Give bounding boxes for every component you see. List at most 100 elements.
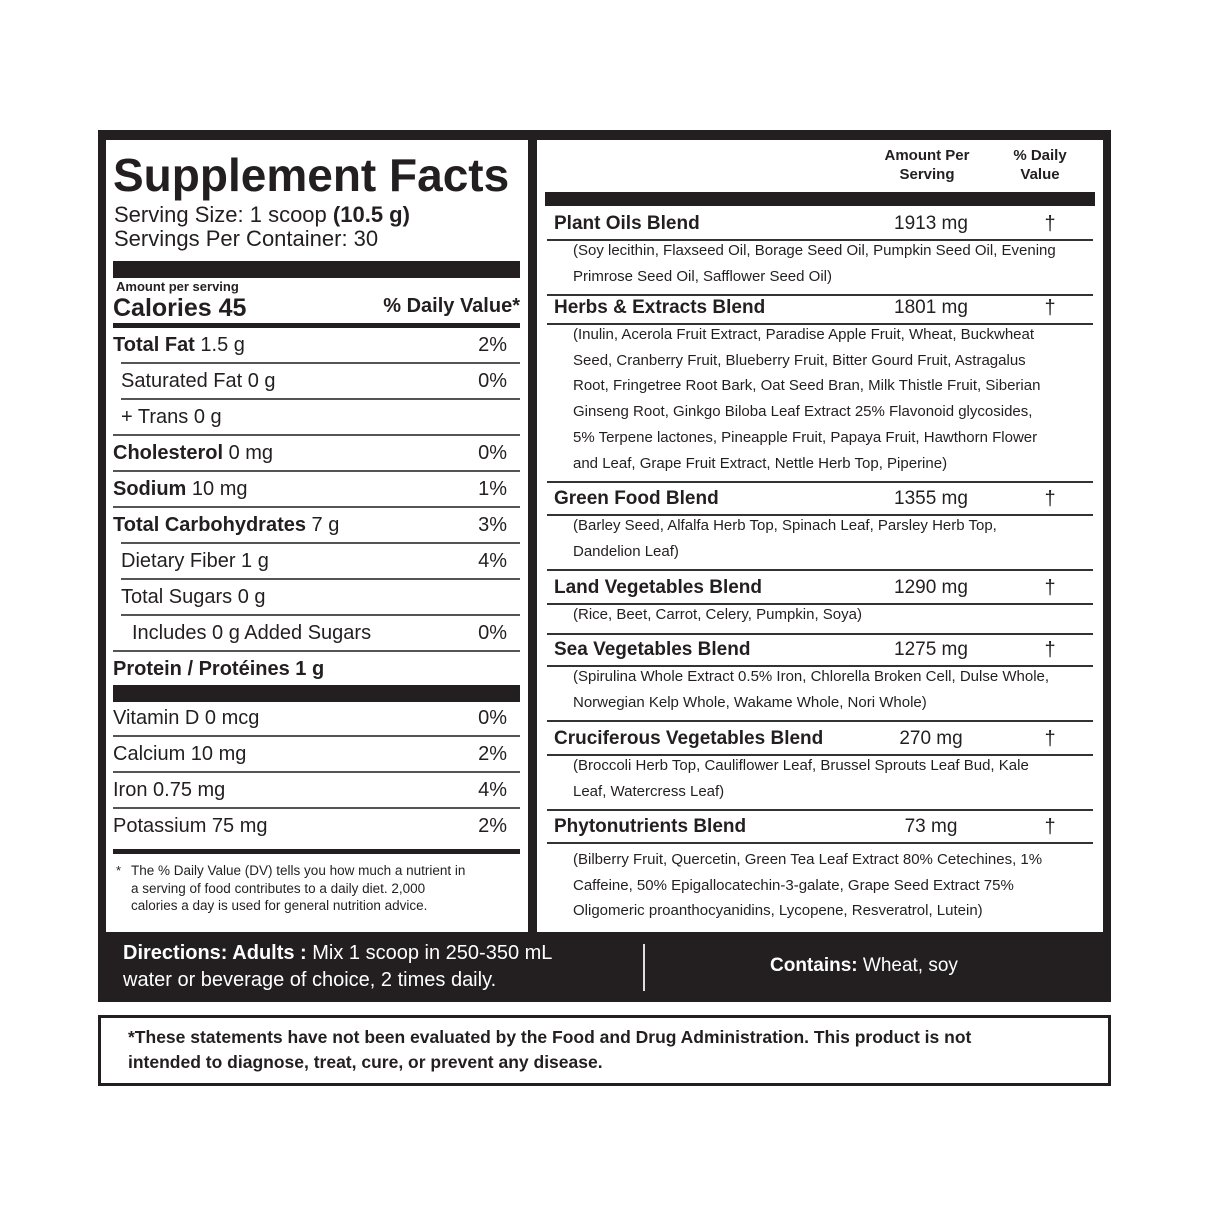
divider xyxy=(121,542,520,544)
blend-description-line: (Broccoli Herb Top, Cauliflower Leaf, Br… xyxy=(573,757,1029,774)
divider xyxy=(547,514,1093,516)
divider xyxy=(113,434,520,436)
blend-dv: † xyxy=(1044,816,1056,838)
divider xyxy=(113,849,520,854)
header-line: % Daily xyxy=(1013,147,1067,164)
blend-description-line: Oligomeric proanthocyanidins, Lycopene, … xyxy=(573,902,983,920)
contains-value: Wheat, soy xyxy=(857,955,958,976)
blend-name: Phytonutrients Blend xyxy=(554,816,747,837)
blend-name: Sea Vegetables Blend xyxy=(554,639,751,660)
divider xyxy=(547,754,1093,756)
divider xyxy=(547,633,1093,635)
nutrient-amount: 0 mg xyxy=(223,442,274,464)
nutrient-label: Cholesterol xyxy=(113,442,224,464)
nutrient-row: Saturated Fat 0 g 0% xyxy=(121,368,507,394)
blend-description-line: Ginseng Root, Ginkgo Biloba Leaf Extract… xyxy=(573,403,1033,421)
nutrient-row: Total Fat 1.5 g 2% xyxy=(113,332,507,358)
daily-value-header: % Daily Value* xyxy=(383,295,520,317)
divider xyxy=(121,362,520,364)
divider xyxy=(121,398,520,400)
nutrient-row: Dietary Fiber 1 g 4% xyxy=(121,548,507,574)
vitamin-label: Vitamin D 0 mcg xyxy=(113,707,260,729)
disclaimer-line: *These statements have not been evaluate… xyxy=(128,1027,972,1047)
blend-name: Plant Oils Blend xyxy=(554,213,700,234)
nutrient-row: + Trans 0 g xyxy=(121,404,507,430)
divider xyxy=(547,665,1093,667)
divider xyxy=(113,323,520,328)
footnote-asterisk: * xyxy=(116,863,122,878)
divider xyxy=(547,481,1093,483)
blend-amount: 1801 mg xyxy=(894,297,968,318)
blend-amount: 1355 mg xyxy=(894,488,968,509)
blend-description-line: Seed, Cranberry Fruit, Blueberry Fruit, … xyxy=(573,351,1026,369)
nutrient-dv: 4% xyxy=(478,550,507,572)
blend-description: (Soy lecithin, Flaxseed Oil, Borage Seed… xyxy=(573,238,1056,289)
blend-description: (Inulin, Acerola Fruit Extract, Paradise… xyxy=(573,322,1040,476)
blend-name: Green Food Blend xyxy=(554,488,719,509)
blend-name: Cruciferous Vegetables Blend xyxy=(554,728,824,749)
nutrient-amount: 1.5 g xyxy=(194,334,245,356)
directions-text: water or beverage of choice, 2 times dai… xyxy=(123,969,497,991)
amount-per-serving-header: Amount Per Serving xyxy=(867,146,987,184)
nutrient-label: Total Carbohydrates xyxy=(113,514,306,536)
divider xyxy=(547,720,1093,722)
vitamin-row: Vitamin D 0 mcg 0% xyxy=(113,705,507,731)
divider-thick xyxy=(545,192,1095,206)
nutrient-label: Dietary Fiber 1 g xyxy=(121,550,269,572)
nutrient-row: Sodium 10 mg 1% xyxy=(113,476,507,502)
blend-description-line: Norwegian Kelp Whole, Wakame Whole, Nori… xyxy=(573,693,927,711)
blend-name: Herbs & Extracts Blend xyxy=(554,297,766,318)
blend-description-line: (Spirulina Whole Extract 0.5% Iron, Chlo… xyxy=(573,668,1050,685)
blend-amount: 270 mg xyxy=(899,728,963,749)
blend-description-line: (Inulin, Acerola Fruit Extract, Paradise… xyxy=(573,326,1035,343)
nutrient-label: Total Fat xyxy=(113,334,195,356)
vitamin-dv: 0% xyxy=(478,707,507,729)
nutrient-row: Protein / Protéines 1 g xyxy=(113,656,507,682)
divider xyxy=(547,842,1093,844)
vitamin-dv: 2% xyxy=(478,815,507,837)
nutrient-dv: 0% xyxy=(478,622,507,644)
blend-amount: 1275 mg xyxy=(894,639,968,660)
contains-label: Contains: xyxy=(770,955,858,976)
blends-panel xyxy=(537,140,1103,932)
blend-description-line: Dandelion Leaf) xyxy=(573,542,679,560)
blend-description-line: (Bilberry Fruit, Quercetin, Green Tea Le… xyxy=(573,851,1043,868)
divider-thick xyxy=(113,261,520,278)
directions-text: Mix 1 scoop in 250-350 mL xyxy=(306,942,553,964)
vitamin-label: Iron 0.75 mg xyxy=(113,779,226,801)
nutrient-row: Total Sugars 0 g xyxy=(121,584,507,610)
divider xyxy=(113,506,520,508)
blend-amount: 73 mg xyxy=(904,816,958,837)
vitamin-dv: 2% xyxy=(478,743,507,765)
blend-description: (Rice, Beet, Carrot, Celery, Pumpkin, So… xyxy=(573,602,862,628)
nutrient-row: Includes 0 g Added Sugars 0% xyxy=(132,620,507,646)
nutrient-row: Cholesterol 0 mg 0% xyxy=(113,440,507,466)
contains: Contains: Wheat, soy xyxy=(770,954,958,978)
blend-description: (Broccoli Herb Top, Cauliflower Leaf, Br… xyxy=(573,753,1029,804)
divider xyxy=(113,470,520,472)
blend-description-line: (Soy lecithin, Flaxseed Oil, Borage Seed… xyxy=(573,242,1056,259)
nutrient-dv: 2% xyxy=(478,334,507,356)
blend-description-line: (Rice, Beet, Carrot, Celery, Pumpkin, So… xyxy=(573,606,862,623)
blend-description-line: 5% Terpene lactones, Pineapple Fruit, Pa… xyxy=(573,428,1038,446)
disclaimer-box xyxy=(98,1015,1111,1086)
header-line: Serving xyxy=(899,166,955,183)
blend-dv: † xyxy=(1044,639,1056,661)
blend-description-line: Caffeine, 50% Epigallocatechin-3-galate,… xyxy=(573,876,1014,894)
vitamin-label: Calcium 10 mg xyxy=(113,743,247,765)
nutrient-label: Includes 0 g Added Sugars xyxy=(132,622,372,644)
blend-description-line: Primrose Seed Oil, Safflower Seed Oil) xyxy=(573,267,832,285)
divider xyxy=(113,807,520,809)
divider xyxy=(547,809,1093,811)
nutrient-amount: 7 g xyxy=(306,514,340,536)
nutrient-label: Saturated Fat 0 g xyxy=(121,370,276,392)
divider xyxy=(113,735,520,737)
amount-per-serving: Amount per serving xyxy=(116,279,239,294)
servings-per-container: Servings Per Container: 30 xyxy=(114,226,379,251)
serving-size-label: Serving Size: 1 scoop xyxy=(114,202,333,227)
vitamin-dv: 4% xyxy=(478,779,507,801)
nutrient-row: Total Carbohydrates 7 g 3% xyxy=(113,512,507,538)
footnote-line: The % Daily Value (DV) tells you how muc… xyxy=(131,863,466,878)
divider xyxy=(121,578,520,580)
blend-description: (Barley Seed, Alfalfa Herb Top, Spinach … xyxy=(573,513,997,564)
